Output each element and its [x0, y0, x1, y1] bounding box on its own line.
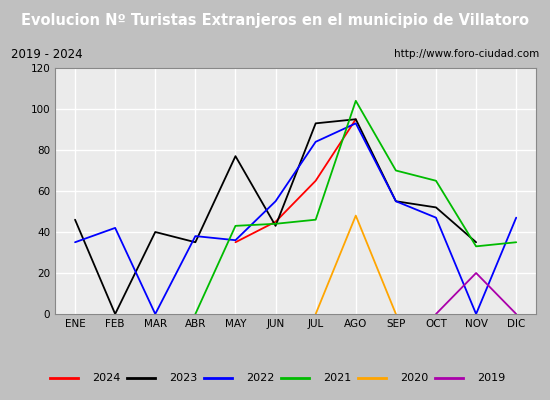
Text: 2024: 2024: [92, 373, 120, 383]
Text: Evolucion Nº Turistas Extranjeros en el municipio de Villatoro: Evolucion Nº Turistas Extranjeros en el …: [21, 14, 529, 28]
Text: 2021: 2021: [323, 373, 351, 383]
Text: 2022: 2022: [246, 373, 274, 383]
Text: http://www.foro-ciudad.com: http://www.foro-ciudad.com: [394, 49, 539, 59]
Text: 2019: 2019: [477, 373, 505, 383]
Text: 2020: 2020: [400, 373, 428, 383]
Text: 2023: 2023: [169, 373, 197, 383]
Text: 2019 - 2024: 2019 - 2024: [11, 48, 82, 61]
